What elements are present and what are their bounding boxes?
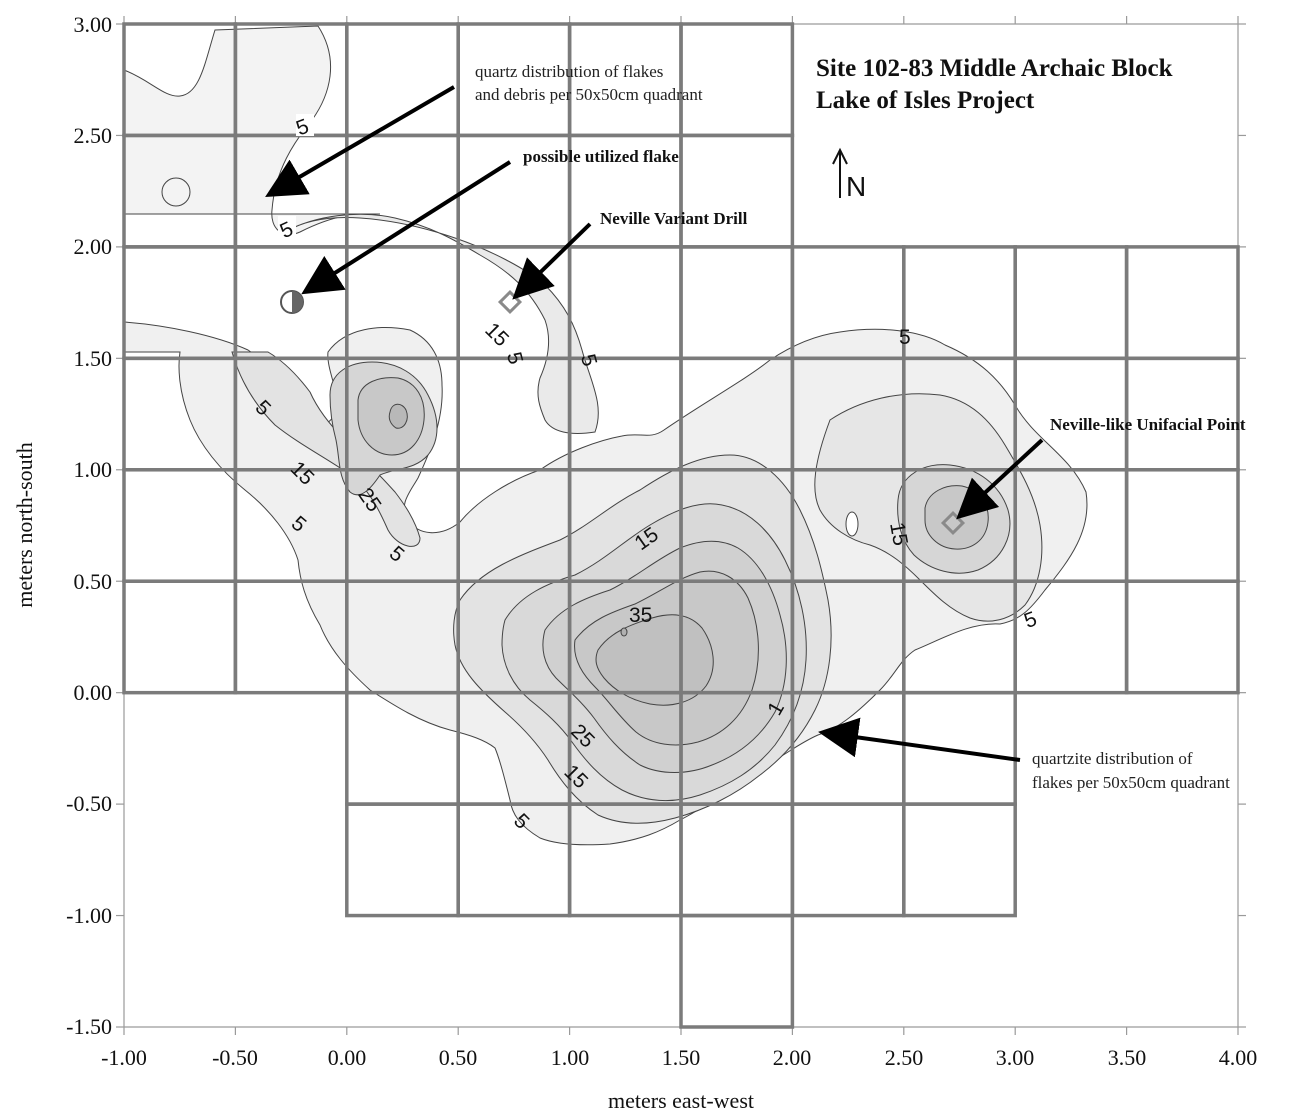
north-label: N: [846, 171, 866, 202]
north-arrowhead-icon: [832, 147, 848, 165]
quartz-annotation-line1: quartz distribution of flakes: [475, 62, 663, 81]
contour-label: 5: [576, 352, 601, 369]
contour-label: 35: [629, 604, 652, 627]
quartzite-annotation-line2: flakes per 50x50cm quadrant: [1032, 773, 1230, 792]
excavation-unit: [679, 133, 795, 249]
contour-label: 5: [899, 326, 911, 349]
contour-35-central: [595, 614, 714, 706]
quartz-annotation-line2: and debris per 50x50cm quadrant: [475, 85, 703, 104]
y-tick-label: 2.00: [74, 234, 113, 259]
unifacial-point-label: Neville-like Unifacial Point: [1050, 415, 1246, 434]
excavation-unit: [902, 802, 1017, 918]
x-tick-label: 0.00: [328, 1045, 367, 1070]
y-tick-label: 2.50: [74, 123, 113, 148]
utilized-flake-label: possible utilized flake: [523, 147, 679, 166]
artifact-markers: [280, 289, 966, 536]
x-axis-title: meters east-west: [608, 1088, 754, 1113]
excavation-units: [122, 22, 1240, 1029]
utilized-flake-arrow: [301, 160, 512, 295]
excavation-unit: [1124, 579, 1240, 695]
x-tick-label: 4.00: [1219, 1045, 1258, 1070]
x-tick-label: 0.50: [439, 1045, 478, 1070]
contour-peak-central: [620, 627, 628, 637]
contour-label: 5: [1021, 607, 1040, 633]
annotation-arrows: [265, 85, 1044, 762]
annotations: quartz distribution of flakes and debris…: [475, 62, 1246, 792]
contour-peak-west: [388, 403, 408, 429]
x-tick-label: -0.50: [212, 1045, 258, 1070]
unifacial-point-arrow: [956, 438, 1044, 520]
x-tick-label: -1.00: [101, 1045, 147, 1070]
quartz-contour-5-north: [123, 25, 381, 235]
excavation-unit: [122, 468, 238, 583]
north-arrow: N: [832, 147, 866, 202]
excavation-unit: [567, 245, 683, 361]
excavation-unit: [902, 690, 1017, 806]
excavation-unit: [679, 22, 795, 138]
y-axis-title: meters north-south: [12, 442, 37, 608]
quartzite-arrow: [818, 717, 1021, 762]
x-tick-label: 1.50: [662, 1045, 701, 1070]
title-line1: Site 102-83 Middle Archaic Block: [816, 55, 1173, 82]
contour-label: 15: [480, 318, 513, 351]
excavation-unit: [679, 913, 795, 1029]
x-tick-label: 2.00: [773, 1045, 812, 1070]
quartzite-annotation-line1: quartzite distribution of: [1032, 749, 1193, 768]
drill-label: Neville Variant Drill: [600, 209, 748, 228]
quartz-arrow: [265, 85, 456, 198]
y-axis-tick-labels: 3.00 2.50 2.00 1.50 1.00 0.50 0.00 -0.50…: [66, 12, 112, 1039]
x-tick-label: 3.00: [996, 1045, 1035, 1070]
x-tick-label: 2.50: [885, 1045, 924, 1070]
x-tick-label: 1.00: [551, 1045, 590, 1070]
excavation-unit: [679, 802, 795, 918]
y-tick-label: 3.00: [74, 12, 113, 37]
title-line2: Lake of Isles Project: [816, 87, 1035, 114]
x-axis-tick-labels: -1.00 -0.50 0.00 0.50 1.00 1.50 2.00 2.5…: [101, 1045, 1257, 1070]
y-tick-label: 1.50: [74, 346, 113, 371]
contour-label: 5: [502, 350, 527, 367]
excavation-unit: [1013, 245, 1129, 361]
quartz-contour-5-islet: [161, 177, 191, 207]
excavation-unit: [1124, 245, 1240, 361]
excavation-unit: [679, 245, 795, 361]
y-tick-label: -1.00: [66, 903, 112, 928]
excavation-unit: [1124, 468, 1240, 583]
y-tick-label: 0.50: [74, 569, 113, 594]
contour-15-west-ridge: [231, 351, 421, 547]
drill-marker: [497, 289, 523, 315]
x-tick-label: 3.50: [1108, 1045, 1147, 1070]
excavation-unit: [790, 802, 906, 918]
utilized-flake-marker: [280, 290, 304, 314]
contour-label: 15: [885, 520, 912, 547]
y-tick-label: 1.00: [74, 457, 113, 482]
y-tick-label: -0.50: [66, 791, 112, 816]
map-title: Site 102-83 Middle Archaic Block Lake of…: [816, 55, 1173, 114]
excavation-unit: [345, 802, 460, 918]
excavation-unit: [122, 579, 238, 695]
y-tick-label: 0.00: [74, 680, 113, 705]
drill-arrow: [512, 222, 592, 300]
contour-east-islet: [845, 511, 859, 537]
y-tick-label: -1.50: [66, 1014, 112, 1039]
